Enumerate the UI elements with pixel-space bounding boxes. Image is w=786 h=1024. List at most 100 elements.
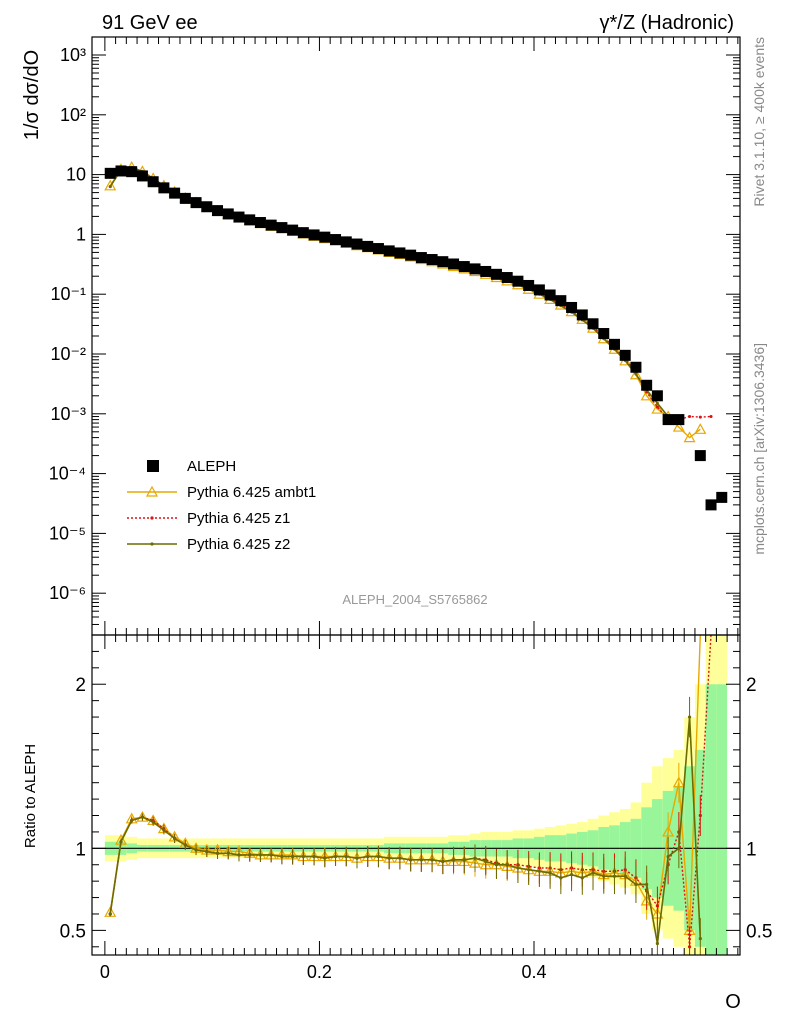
aleph-data-point [619,349,631,361]
axis-ticks: 10⁻⁶ 10⁻⁵ 10⁻⁴ 10⁻³ 10⁻² 10⁻¹ 1 10 10² 10³ 0 0.2 0.4… [49,36,772,982]
legend-marker [150,516,154,520]
aleph-data-point [480,265,492,277]
main-ambt1-marker [651,402,664,414]
y-tick-label: 10² [60,105,86,125]
aleph-data-point [340,236,352,248]
ratio-marker [655,941,659,946]
x-tick-label: 0 [100,962,110,982]
ratio-marker [162,828,166,832]
aleph-data-point [490,268,502,280]
main-marker [709,415,713,419]
ratio-marker [366,854,370,859]
main-marker [634,372,638,376]
ratio-marker [409,858,413,862]
aleph-data-point [716,491,728,503]
x-tick-label: 0.2 [307,962,332,982]
ratio-marker [323,856,327,860]
rivet-label: Rivet 3.1.10, ≥ 400k events [751,37,767,207]
aleph-data-point [523,279,535,291]
ratio-marker [291,854,295,859]
aleph-data-point [115,165,127,177]
legend-ambt1-marker [145,485,159,497]
ratio-marker [419,858,423,862]
ratio-y-tick-label: 2 [75,675,86,696]
main-ambt1-marker [672,420,685,432]
aleph-data-point [641,379,653,391]
aleph-data-point [705,499,717,511]
ratio-marker [387,856,391,860]
aleph-data-point [147,176,159,188]
aleph-data-point [426,254,438,266]
main-ambt1-marker [104,179,117,191]
aleph-data-point [651,390,663,402]
legend-aleph-marker [147,460,159,472]
ratio-marker [226,851,230,855]
aleph-data-point [254,217,266,229]
aleph-data-point [566,301,578,313]
y-tick-label: 10 [66,165,86,185]
main-marker [655,405,659,409]
ratio-marker [441,859,445,864]
ratio-ambt1-marker [672,776,685,788]
ratio-y-tick-label: 2 [746,675,757,696]
ratio-marker [140,815,145,819]
analysis-watermark: ALEPH_2004_S5765862 [342,592,487,607]
ratio-marker [698,813,702,818]
ratio-marker [473,856,477,860]
ratio-marker [430,858,434,862]
aleph-data-point [244,214,256,226]
aleph-data-point [372,243,384,255]
aleph-data-point [179,192,191,204]
ratio-marker [548,871,552,875]
ratio-marker [494,863,499,867]
ratio-ambt1-marker [662,825,675,837]
y-tick-label: 10⁻¹ [50,284,86,304]
main-y-axis-label: 1/σ dσ/dO [21,50,43,140]
ratio-marker [687,715,692,719]
main-marker [688,415,692,419]
ratio-marker [569,872,574,877]
aleph-data-point [212,205,224,217]
ratio-marker [398,856,402,860]
ratio-panel [104,634,712,955]
ratio-marker [527,868,531,872]
ratio-marker [119,840,123,844]
aleph-data-point [555,295,567,307]
y-tick-label: 1 [76,224,86,244]
ratio-marker [312,854,316,859]
ratio-marker [612,874,617,878]
legend-label: Pythia 6.425 z1 [187,510,290,527]
y-tick-label: 10⁻² [50,344,86,364]
ratio-marker [462,858,466,862]
aleph-data-point [297,227,309,239]
main-series-group [104,160,728,511]
legend-marker [150,542,154,546]
ratio-marker [634,882,638,887]
main-marker [655,401,659,405]
aleph-data-point [287,224,299,236]
aleph-data-point [383,245,395,257]
aleph-data-point [265,219,277,231]
main-ambt1-marker [694,423,707,434]
process-label: 91 GeV ee [102,12,198,34]
aleph-data-point [630,361,642,373]
ratio-marker [194,848,198,852]
band-inner-bin [705,684,717,955]
ratio-marker [183,843,187,847]
y-tick-label: 10⁻⁵ [49,523,86,543]
ratio-ambt1-marker [136,810,149,822]
ratio-marker [215,851,220,855]
final-state-label: γ*/Z (Hadronic) [600,12,734,34]
aleph-data-point [362,240,374,252]
ratio-marker [698,936,702,941]
aleph-data-point [598,328,610,340]
aleph-data-point [673,414,685,426]
aleph-data-point [222,208,234,220]
ratio-marker [655,904,659,908]
aleph-data-point [458,261,470,273]
aleph-data-point [351,238,363,250]
aleph-data-point [319,231,331,243]
ratio-marker [205,850,209,854]
aleph-data-point [448,258,460,270]
legend-label: ALEPH [187,458,236,475]
